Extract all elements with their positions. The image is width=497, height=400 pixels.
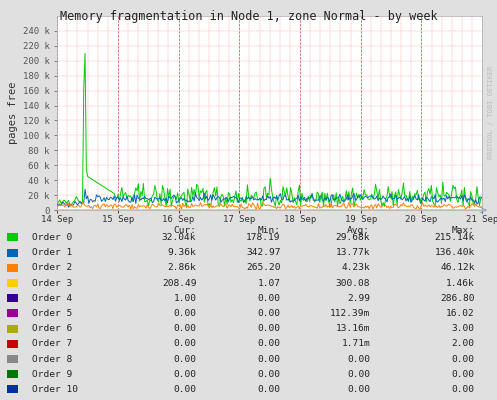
Text: 0.00: 0.00 <box>258 324 281 333</box>
Text: 46.12k: 46.12k <box>440 263 475 272</box>
Text: 0.00: 0.00 <box>173 309 196 318</box>
Text: Order 7: Order 7 <box>32 339 73 348</box>
Text: 21 Sep: 21 Sep <box>466 215 497 224</box>
Text: Order 4: Order 4 <box>32 294 73 303</box>
Text: 19 Sep: 19 Sep <box>344 215 377 224</box>
Text: 1.71m: 1.71m <box>341 339 370 348</box>
Text: 1.00: 1.00 <box>173 294 196 303</box>
Text: RRDTOOL / TOBI OETIKER: RRDTOOL / TOBI OETIKER <box>488 65 494 159</box>
Text: 0.00: 0.00 <box>258 354 281 364</box>
Text: 112.39m: 112.39m <box>330 309 370 318</box>
Y-axis label: pages free: pages free <box>8 82 18 144</box>
Text: 178.19: 178.19 <box>247 233 281 242</box>
Text: 14 Sep: 14 Sep <box>41 215 73 224</box>
Text: Order 9: Order 9 <box>32 370 73 379</box>
Text: 342.97: 342.97 <box>247 248 281 257</box>
Text: 0.00: 0.00 <box>452 354 475 364</box>
Text: 0.00: 0.00 <box>173 370 196 379</box>
Text: 0.00: 0.00 <box>258 294 281 303</box>
Text: 18 Sep: 18 Sep <box>284 215 316 224</box>
Text: 136.40k: 136.40k <box>434 248 475 257</box>
Text: 2.86k: 2.86k <box>167 263 196 272</box>
Text: 20 Sep: 20 Sep <box>405 215 437 224</box>
Text: 17 Sep: 17 Sep <box>223 215 255 224</box>
Text: 16 Sep: 16 Sep <box>163 215 195 224</box>
Text: 286.80: 286.80 <box>440 294 475 303</box>
Text: 2.99: 2.99 <box>347 294 370 303</box>
Text: Order 0: Order 0 <box>32 233 73 242</box>
Text: 215.14k: 215.14k <box>434 233 475 242</box>
Text: Order 10: Order 10 <box>32 385 79 394</box>
Text: 9.36k: 9.36k <box>167 248 196 257</box>
Text: 0.00: 0.00 <box>452 370 475 379</box>
Text: 0.00: 0.00 <box>173 324 196 333</box>
Text: Order 2: Order 2 <box>32 263 73 272</box>
Text: Cur:: Cur: <box>173 226 196 235</box>
Text: 0.00: 0.00 <box>452 385 475 394</box>
Text: 0.00: 0.00 <box>173 385 196 394</box>
Text: 265.20: 265.20 <box>247 263 281 272</box>
Text: 13.16m: 13.16m <box>336 324 370 333</box>
Text: 1.46k: 1.46k <box>446 278 475 288</box>
Text: 0.00: 0.00 <box>258 370 281 379</box>
Text: 300.08: 300.08 <box>336 278 370 288</box>
Text: 32.04k: 32.04k <box>162 233 196 242</box>
Text: 16.02: 16.02 <box>446 309 475 318</box>
Text: 0.00: 0.00 <box>258 309 281 318</box>
Text: Memory fragmentation in Node 1, zone Normal - by week: Memory fragmentation in Node 1, zone Nor… <box>60 10 437 23</box>
Text: 3.00: 3.00 <box>452 324 475 333</box>
Text: 0.00: 0.00 <box>173 354 196 364</box>
Text: 4.23k: 4.23k <box>341 263 370 272</box>
Text: 29.68k: 29.68k <box>336 233 370 242</box>
Text: Avg:: Avg: <box>347 226 370 235</box>
Text: 13.77k: 13.77k <box>336 248 370 257</box>
Text: 0.00: 0.00 <box>258 385 281 394</box>
Text: 0.00: 0.00 <box>347 385 370 394</box>
Text: Max:: Max: <box>452 226 475 235</box>
Text: Order 3: Order 3 <box>32 278 73 288</box>
Text: 0.00: 0.00 <box>173 339 196 348</box>
Text: 15 Sep: 15 Sep <box>102 215 134 224</box>
Text: 0.00: 0.00 <box>347 370 370 379</box>
Text: Order 5: Order 5 <box>32 309 73 318</box>
Text: Min:: Min: <box>258 226 281 235</box>
Text: Order 6: Order 6 <box>32 324 73 333</box>
Text: 1.07: 1.07 <box>258 278 281 288</box>
Text: Order 8: Order 8 <box>32 354 73 364</box>
Text: 2.00: 2.00 <box>452 339 475 348</box>
Text: Order 1: Order 1 <box>32 248 73 257</box>
Text: 0.00: 0.00 <box>258 339 281 348</box>
Text: 0.00: 0.00 <box>347 354 370 364</box>
Text: 208.49: 208.49 <box>162 278 196 288</box>
